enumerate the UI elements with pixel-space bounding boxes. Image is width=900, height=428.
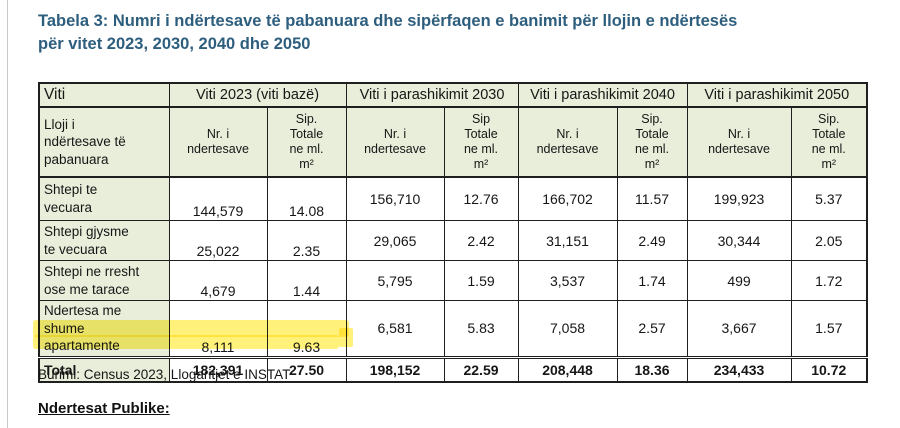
subheader-nr-2030: Nr. i ndertesave bbox=[345, 106, 445, 178]
row-label: Shtepi te vecuara bbox=[38, 176, 170, 221]
data-cell: 8,111 bbox=[168, 300, 268, 358]
data-cell: 144,579 bbox=[168, 176, 268, 221]
table-row-detached-houses: Shtepi te vecuara 144,579 14.08 156,710 … bbox=[38, 176, 868, 221]
table-title: Tabela 3: Numri i ndërtesave të pabanuar… bbox=[38, 10, 878, 56]
data-cell: 4,679 bbox=[168, 260, 268, 301]
data-cell: 1.59 bbox=[443, 260, 519, 301]
data-cell: 5.37 bbox=[790, 176, 868, 221]
data-cell: 9.63 bbox=[266, 300, 347, 358]
total-cell: 27.50 bbox=[266, 355, 347, 383]
data-cell: 2.35 bbox=[266, 220, 347, 261]
total-cell: 182,391 bbox=[168, 355, 268, 383]
table-title-line1: Tabela 3: Numri i ndërtesave të pabanuar… bbox=[38, 12, 738, 30]
data-cell: 2.05 bbox=[790, 220, 868, 261]
data-cell: 7,058 bbox=[517, 300, 618, 358]
data-cell: 1.74 bbox=[616, 260, 688, 301]
data-cell: 5,795 bbox=[345, 260, 445, 301]
header-row-measures: Lloji i ndërtesave të pabanuara Nr. i nd… bbox=[38, 106, 868, 178]
total-label: Total bbox=[38, 355, 170, 383]
subheader-sip-2040: Sip. Totale ne ml. m² bbox=[616, 106, 688, 178]
data-cell: 3,537 bbox=[517, 260, 618, 301]
data-cell: 11.57 bbox=[616, 176, 688, 221]
page-edge-line bbox=[7, 0, 8, 428]
total-cell: 18.36 bbox=[616, 355, 688, 383]
subheader-sip-2023: Sip. Totale ne ml. m² bbox=[266, 106, 347, 178]
data-cell: 14.08 bbox=[266, 176, 347, 221]
data-cell: 30,344 bbox=[686, 220, 792, 261]
data-cell: 29,065 bbox=[345, 220, 445, 261]
data-cell: 31,151 bbox=[517, 220, 618, 261]
data-cell: 2.42 bbox=[443, 220, 519, 261]
row-label: Shtepi gjysme te vecuara bbox=[38, 220, 170, 261]
data-cell: 12.76 bbox=[443, 176, 519, 221]
data-cell: 156,710 bbox=[345, 176, 445, 221]
group-header-2030: Viti i parashikimit 2030 bbox=[345, 82, 519, 108]
total-cell: 10.72 bbox=[790, 355, 868, 383]
group-header-2023: Viti 2023 (viti bazë) bbox=[168, 82, 347, 108]
table-row-total: Total 182,391 27.50 198,152 22.59 208,44… bbox=[38, 355, 868, 383]
subheader-nr-2040: Nr. i ndertesave bbox=[517, 106, 618, 178]
group-header-2050: Viti i parashikimit 2050 bbox=[686, 82, 868, 108]
table-title-line2: për vitet 2023, 2030, 2040 dhe 2050 bbox=[38, 34, 311, 53]
total-cell: 208,448 bbox=[517, 355, 618, 383]
data-cell: 1.57 bbox=[790, 300, 868, 358]
total-cell: 198,152 bbox=[345, 355, 445, 383]
table-row-apartment-buildings: Ndertesa me shume apartamente 8,111 9.63… bbox=[38, 300, 868, 358]
data-cell: 1.44 bbox=[266, 260, 347, 301]
table-row-semi-detached-houses: Shtepi gjysme te vecuara 25,022 2.35 29,… bbox=[38, 220, 868, 261]
data-cell: 499 bbox=[686, 260, 792, 301]
subheader-nr-2023: Nr. i ndertesave bbox=[168, 106, 268, 178]
data-cell: 25,022 bbox=[168, 220, 268, 261]
data-cell: 5.83 bbox=[443, 300, 519, 358]
subheader-sip-2030: Sip Totale ne ml. m² bbox=[443, 106, 519, 178]
data-cell: 166,702 bbox=[517, 176, 618, 221]
corner-header-viti: Viti bbox=[38, 82, 170, 108]
subheader-sip-2050: Sip. Totale ne ml. m² bbox=[790, 106, 868, 178]
statistics-table: Viti Viti 2023 (viti bazë) Viti i parash… bbox=[38, 82, 869, 383]
table-row-row-houses: Shtepi ne rresht ose me tarace 4,679 1.4… bbox=[38, 260, 868, 301]
total-cell: 22.59 bbox=[443, 355, 519, 383]
data-cell: 3,667 bbox=[686, 300, 792, 358]
subheader-nr-2050: Nr. i ndertesave bbox=[686, 106, 792, 178]
header-row-years: Viti Viti 2023 (viti bazë) Viti i parash… bbox=[38, 82, 868, 108]
data-cell: 6,581 bbox=[345, 300, 445, 358]
row-header-title: Lloji i ndërtesave të pabanuara bbox=[38, 106, 170, 178]
next-section-heading: Ndertesat Publike: bbox=[38, 400, 170, 417]
data-cell: 199,923 bbox=[686, 176, 792, 221]
total-cell: 234,433 bbox=[686, 355, 792, 383]
data-cell: 2.49 bbox=[616, 220, 688, 261]
source-note: Burimi: Census 2023, Llogaritjet e INSTA… bbox=[38, 367, 291, 382]
data-cell: 2.57 bbox=[616, 300, 688, 358]
row-label: Ndertesa me shume apartamente bbox=[38, 300, 170, 358]
data-cell: 1.72 bbox=[790, 260, 868, 301]
group-header-2040: Viti i parashikimit 2040 bbox=[517, 82, 688, 108]
row-label: Shtepi ne rresht ose me tarace bbox=[38, 260, 170, 301]
